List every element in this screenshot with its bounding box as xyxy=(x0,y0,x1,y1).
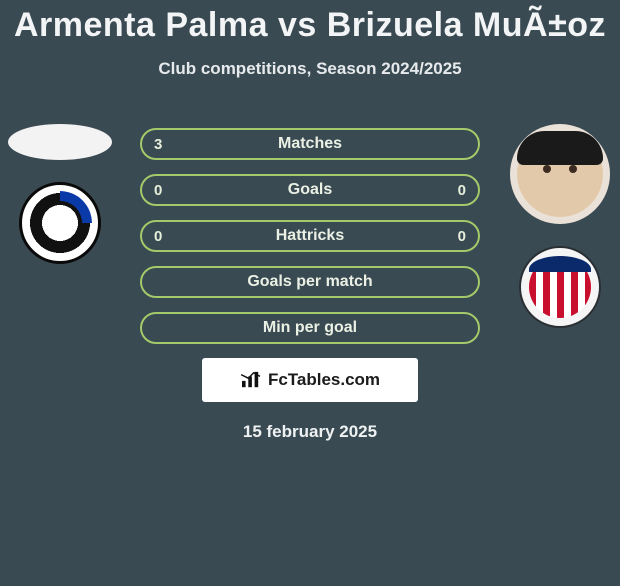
page-title: Armenta Palma vs Brizuela MuÃ±oz xyxy=(0,6,620,45)
stat-label: Goals xyxy=(288,181,332,199)
stat-row-goals: 0 Goals 0 xyxy=(140,174,480,206)
subtitle: Club competitions, Season 2024/2025 xyxy=(0,59,620,79)
date-text: 15 february 2025 xyxy=(140,422,480,442)
queretaro-crest-icon xyxy=(19,182,101,264)
right-club-logo xyxy=(519,246,601,328)
stat-right-value: 0 xyxy=(458,182,466,199)
stat-right-value: 0 xyxy=(458,228,466,245)
stat-label: Hattricks xyxy=(276,227,344,245)
stat-label: Matches xyxy=(278,135,342,153)
right-player-photo xyxy=(510,124,610,224)
stat-label: Goals per match xyxy=(247,273,372,291)
left-player-column xyxy=(10,124,110,264)
brand-label: FcTables.com xyxy=(268,370,380,390)
bar-chart-icon xyxy=(240,371,262,389)
stat-rows: 3 Matches 0 Goals 0 0 Hattricks 0 Goals … xyxy=(140,128,480,442)
brand-box[interactable]: FcTables.com xyxy=(202,358,418,402)
stat-row-matches: 3 Matches xyxy=(140,128,480,160)
right-player-column xyxy=(510,124,610,328)
chivas-crest-icon xyxy=(519,246,601,328)
stat-left-value: 0 xyxy=(154,228,162,245)
stat-row-min-per-goal: Min per goal xyxy=(140,312,480,344)
stat-row-goals-per-match: Goals per match xyxy=(140,266,480,298)
left-club-logo xyxy=(19,182,101,264)
stat-row-hattricks: 0 Hattricks 0 xyxy=(140,220,480,252)
stat-left-value: 3 xyxy=(154,136,162,153)
player-face-icon xyxy=(517,131,603,217)
stat-left-value: 0 xyxy=(154,182,162,199)
left-player-photo xyxy=(8,124,112,160)
stat-label: Min per goal xyxy=(263,319,357,337)
